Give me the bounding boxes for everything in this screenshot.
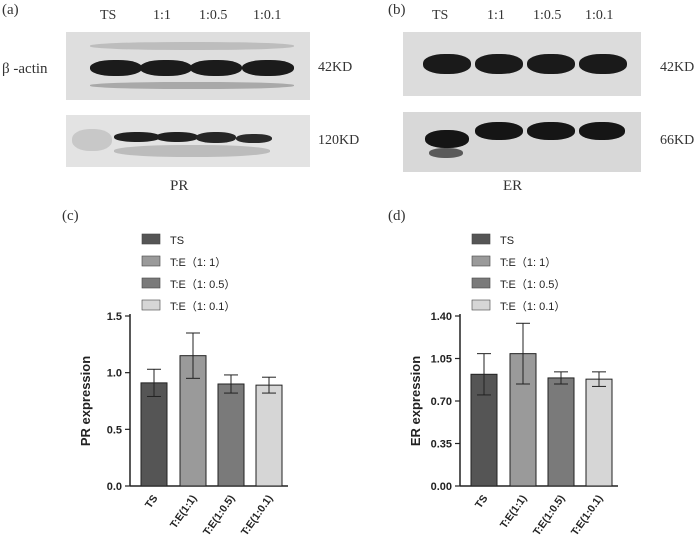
size-marker-120kd: 120KD [318, 133, 360, 148]
size-marker-66kd: 66KD [660, 133, 695, 148]
bar [140, 382, 168, 487]
y-tick-label: 0.70 [431, 396, 452, 408]
pr-caption: PR [170, 178, 189, 194]
y-tick-label: 0.00 [431, 481, 452, 493]
legend-swatch [141, 255, 161, 267]
y-tick-label: 1.05 [431, 354, 452, 366]
legend-label: TS [170, 235, 184, 247]
x-tick-label: TS [143, 493, 161, 511]
actin-band [423, 54, 471, 74]
y-axis-title: ER expression [408, 356, 423, 446]
actin-band [579, 54, 627, 74]
lane-label-ts-a: TS [100, 8, 117, 23]
panel-b-label: (b) [388, 2, 406, 18]
actin-band [242, 60, 294, 76]
er-band [527, 122, 575, 140]
x-tick-label: T:E(1:0.1) [569, 493, 606, 538]
size-marker-42kd-a: 42KD [318, 60, 353, 75]
y-tick-label: 0.35 [431, 439, 452, 451]
lane-label-1-0-1-b: 1:0.1 [585, 8, 614, 23]
pr-band [114, 132, 160, 142]
legend-label: T:E（1: 1） [500, 256, 556, 269]
er-caption: ER [503, 178, 523, 194]
pr-actin-blot [66, 32, 310, 100]
bar [255, 384, 283, 487]
lane-label-ts-b: TS [432, 8, 449, 23]
pr-band [156, 132, 198, 142]
pr-band [72, 129, 112, 151]
pr-band [196, 132, 236, 143]
size-marker-42kd-b: 42KD [660, 60, 695, 75]
x-tick-label: TS [473, 493, 491, 511]
legend-swatch [471, 255, 491, 267]
x-tick-label: T:E(1:1) [498, 493, 530, 531]
y-tick-label: 1.0 [107, 368, 122, 380]
legend-swatch [141, 299, 161, 311]
er-actin-blot [403, 32, 641, 96]
legend-swatch [141, 233, 161, 245]
panel-d-label: (d) [388, 208, 406, 224]
legend-label: T:E（1: 0.1） [170, 300, 235, 313]
legend-label: T:E（1: 1） [170, 256, 226, 269]
er-band [475, 122, 523, 140]
lane-label-1-0-1-a: 1:0.1 [253, 8, 282, 23]
legend-swatch [471, 233, 491, 245]
lane-label-1-1-a: 1:1 [153, 8, 171, 23]
er-band [579, 122, 625, 140]
y-tick-label: 0.0 [107, 481, 122, 493]
actin-band [90, 60, 142, 76]
y-axis-title: PR expression [78, 356, 93, 446]
faint-band [90, 82, 294, 89]
y-tick-label: 1.5 [107, 311, 122, 323]
pr-band [236, 134, 272, 143]
beta-actin-label: β -actin [2, 61, 48, 77]
faint-band [90, 42, 294, 50]
legend-swatch [471, 277, 491, 289]
actin-band [190, 60, 242, 76]
actin-band [527, 54, 575, 74]
panel-c-label: (c) [62, 208, 79, 224]
actin-band [475, 54, 523, 74]
er-band [425, 130, 469, 148]
bar [585, 378, 613, 487]
er-blot [403, 112, 641, 172]
lane-label-1-0-5-a: 1:0.5 [199, 8, 228, 23]
panel-a-label: (a) [2, 2, 19, 18]
x-tick-label: T:E(1:0.1) [239, 493, 276, 538]
y-tick-label: 0.5 [107, 424, 122, 436]
pr-blot [66, 115, 310, 167]
legend-label: T:E（1: 0.5） [170, 278, 235, 291]
actin-band [140, 60, 192, 76]
y-tick-label: 1.40 [431, 311, 452, 323]
x-tick-label: T:E(1:0.5) [531, 493, 568, 538]
pr-smear [114, 145, 270, 157]
legend-label: T:E（1: 0.5） [500, 278, 565, 291]
legend-label: T:E（1: 0.1） [500, 300, 565, 313]
lane-label-1-0-5-b: 1:0.5 [533, 8, 562, 23]
legend-swatch [471, 299, 491, 311]
legend-swatch [141, 277, 161, 289]
lane-label-1-1-b: 1:1 [487, 8, 505, 23]
x-tick-label: T:E(1:1) [168, 493, 200, 531]
er-band-lower [429, 148, 463, 158]
pr-expression-chart: TS T:E（1: 1） T:E（1: 0.5） T:E（1: 0.1） 0.0 0.5 1… [78, 233, 288, 538]
x-tick-label: T:E(1:0.5) [201, 493, 238, 538]
bar [547, 377, 575, 487]
er-expression-chart: TS T:E（1: 1） T:E（1: 0.5） T:E（1: 0.1） 0.00 0.3… [408, 233, 618, 538]
legend-label: TS [500, 235, 514, 247]
bar [217, 383, 245, 487]
